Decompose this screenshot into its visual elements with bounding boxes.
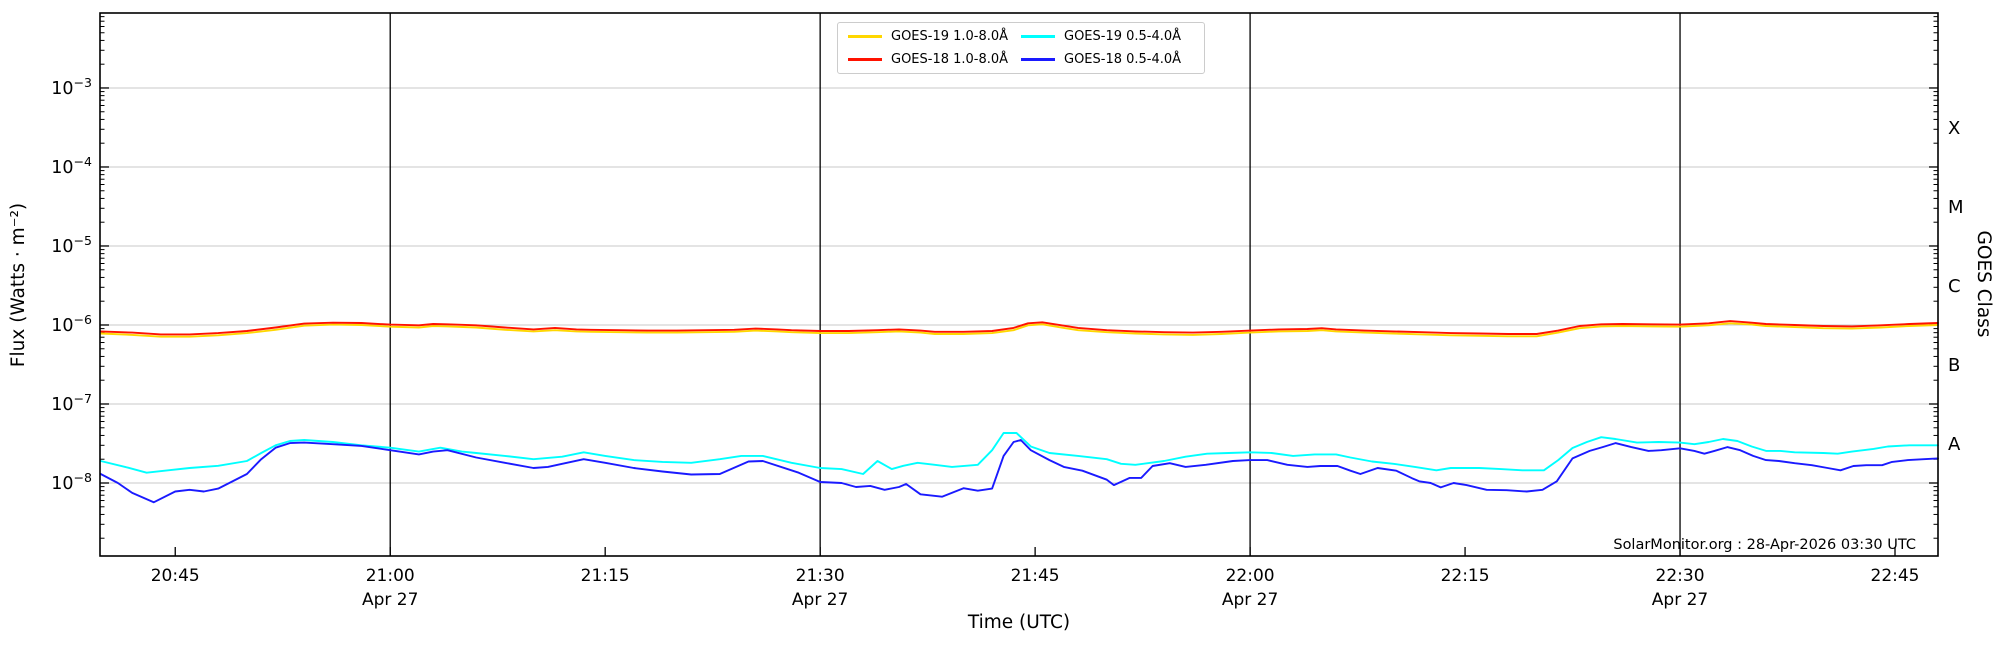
y-axis-title: Flux (Watts · m⁻²)	[8, 203, 29, 367]
x-tick-label: 21:00	[366, 566, 415, 586]
x-tick-label: 22:45	[1871, 566, 1920, 586]
goes-class-label: C	[1948, 276, 1961, 297]
watermark-text: SolarMonitor.org : 28-Apr-2026 03:30 UTC	[1613, 537, 1916, 553]
goes19-short-line-swatch	[1021, 35, 1055, 38]
y-tick-label: 10−8	[51, 470, 92, 494]
y-tick-label: 10−6	[51, 312, 92, 336]
x-date-label: Apr 27	[362, 590, 418, 610]
x-date-label: Apr 27	[792, 590, 848, 610]
legend-label: GOES-18 1.0-8.0Å	[891, 52, 1009, 67]
legend-item-goes19-short: GOES-19 0.5-4.0Å	[1021, 29, 1194, 44]
y-tick-label: 10−4	[51, 154, 92, 178]
legend-item-goes18-long: GOES-18 1.0-8.0Å	[848, 52, 1021, 67]
series-line-1	[99, 322, 1939, 338]
y-tick-label: 10−3	[51, 75, 92, 99]
plot-border	[99, 12, 1939, 557]
x-tick-label: 21:30	[796, 566, 845, 586]
chart-legend: GOES-19 1.0-8.0Å GOES-18 1.0-8.0Å GOES-1…	[837, 22, 1205, 74]
legend-item-goes18-short: GOES-18 0.5-4.0Å	[1021, 52, 1194, 67]
legend-item-goes19-long: GOES-19 1.0-8.0Å	[848, 29, 1021, 44]
goes19-long-line-swatch	[848, 35, 882, 38]
y-tick-label: 10−5	[51, 233, 92, 257]
goes18-short-line-swatch	[1021, 58, 1055, 61]
goes-class-label: A	[1948, 434, 1961, 455]
goes-class-label: B	[1948, 355, 1960, 376]
legend-label: GOES-18 0.5-4.0Å	[1064, 52, 1182, 67]
x-tick-label: 20:45	[151, 566, 200, 586]
x-tick-label: 22:30	[1656, 566, 1705, 586]
goes-class-label: M	[1948, 197, 1964, 218]
series-line-4	[99, 439, 1939, 504]
series-line-3	[99, 432, 1939, 475]
right-axis-title: GOES Class	[1973, 231, 1994, 338]
y-tick-label: 10−7	[51, 391, 92, 415]
goes-class-label: X	[1948, 118, 1960, 139]
legend-label: GOES-19 1.0-8.0Å	[891, 29, 1009, 44]
legend-label: GOES-19 0.5-4.0Å	[1064, 29, 1182, 44]
x-axis-title: Time (UTC)	[967, 612, 1070, 633]
x-date-label: Apr 27	[1222, 590, 1278, 610]
x-tick-label: 22:15	[1441, 566, 1490, 586]
x-tick-label: 22:00	[1226, 566, 1275, 586]
x-date-label: Apr 27	[1652, 590, 1708, 610]
x-tick-label: 21:15	[581, 566, 630, 586]
goes18-long-line-swatch	[848, 58, 882, 61]
x-tick-label: 21:45	[1011, 566, 1060, 586]
series-line-2	[99, 320, 1939, 336]
